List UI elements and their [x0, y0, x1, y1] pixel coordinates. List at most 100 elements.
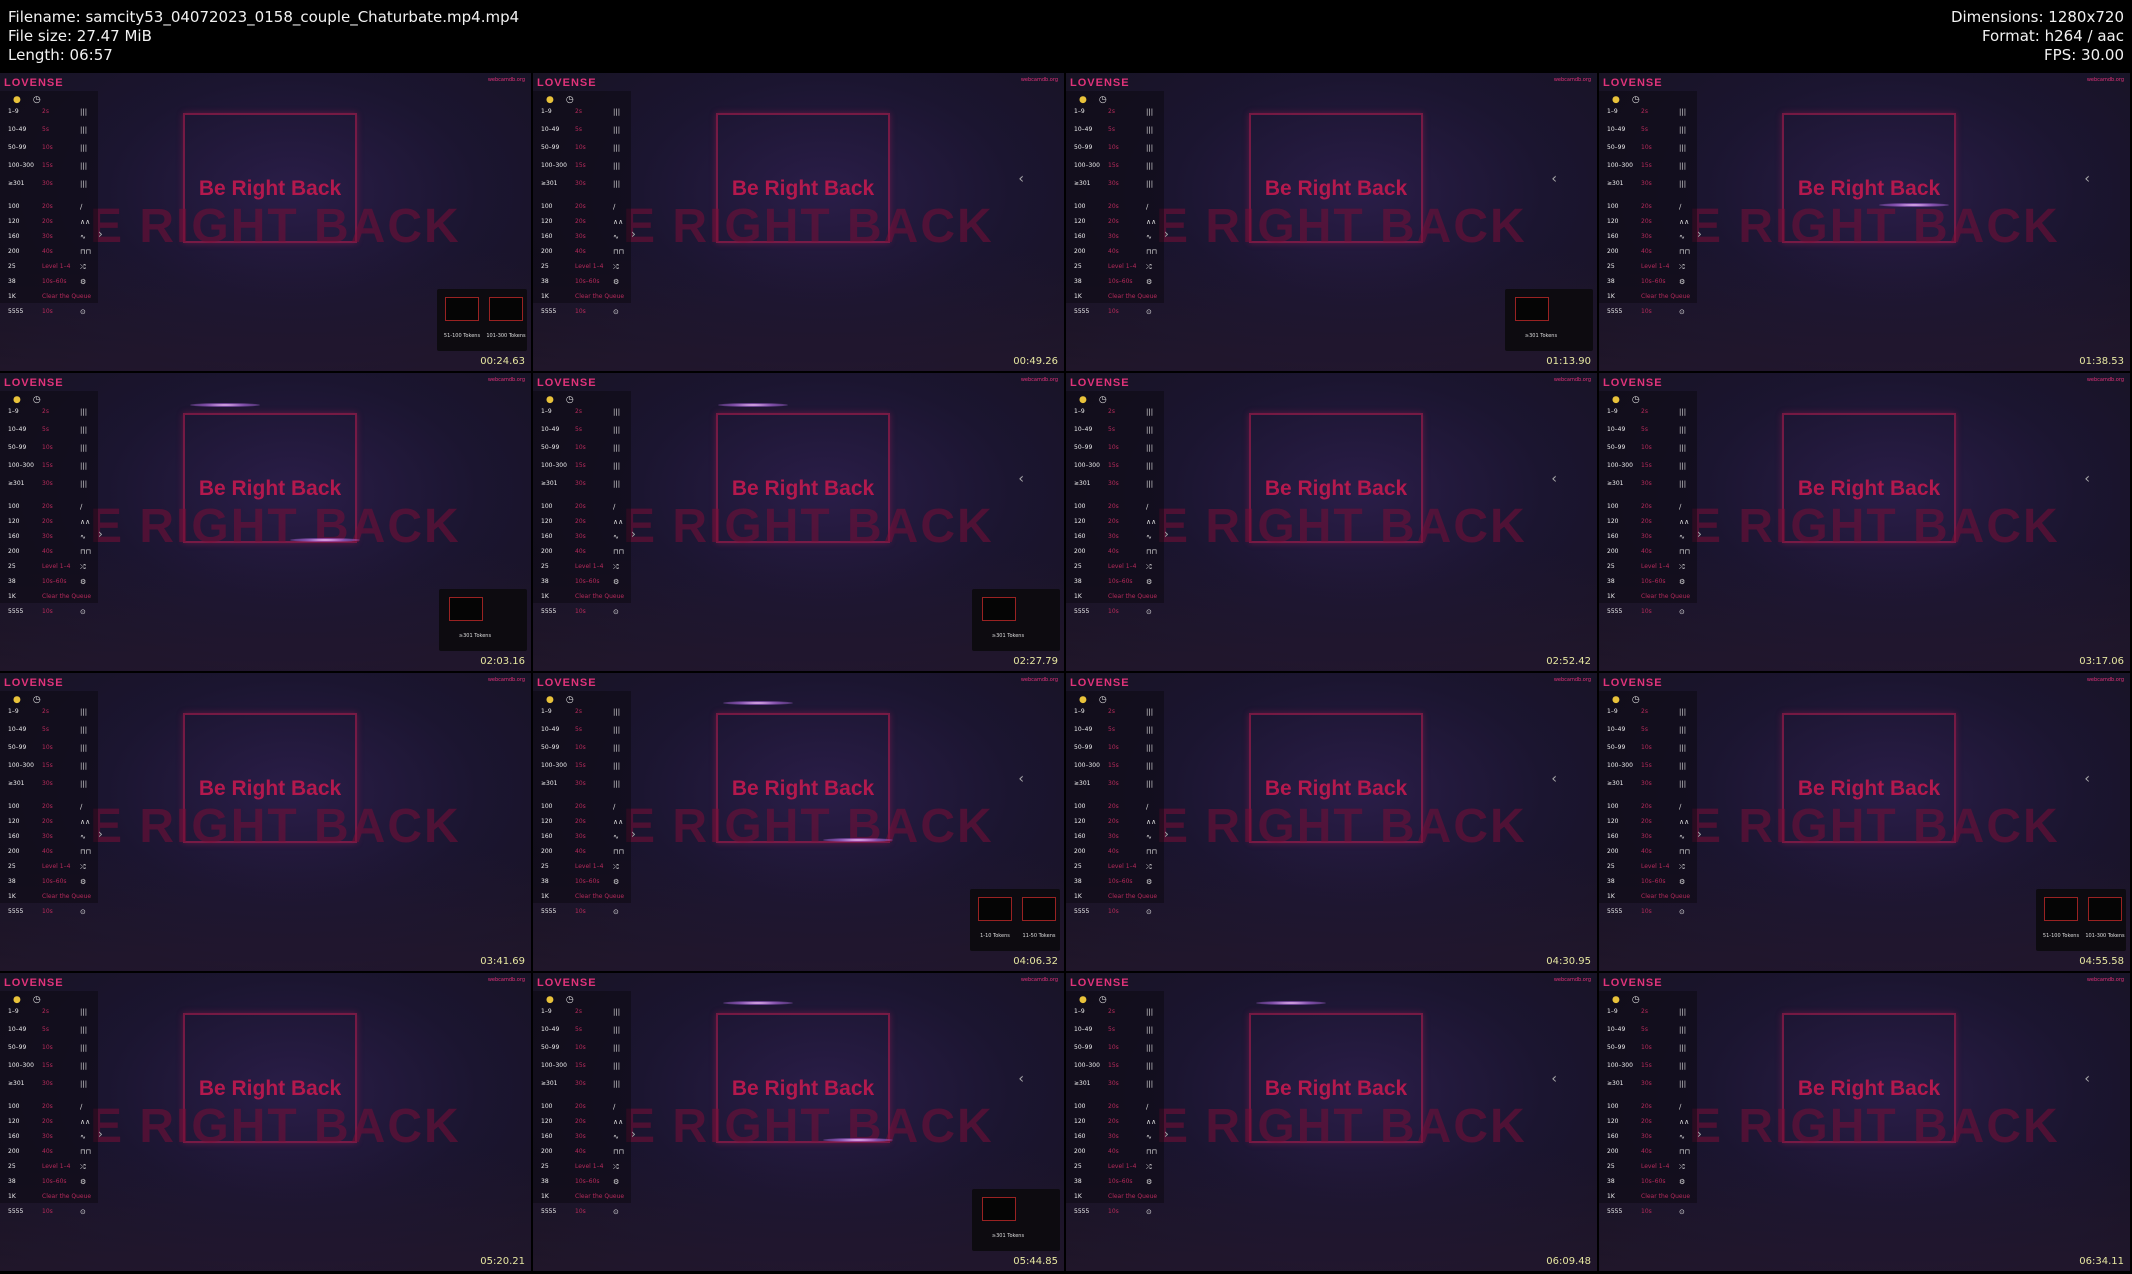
menu-row-label: 10–49 [1074, 426, 1093, 433]
pattern-icon: ⚙ [1146, 278, 1153, 286]
chevron-left-icon: ‹ [1551, 771, 1557, 787]
pattern-icon: ⤮ [613, 863, 619, 871]
menu-row-label: 100–300 [1074, 162, 1100, 169]
menu-row: 1–9 2s ||| [8, 1008, 87, 1016]
video-thumbnail[interactable]: E RIGHT BACK Be Right Back LOVENSE webcamdb… [533, 73, 1066, 373]
menu-row-label: 1K [1607, 593, 1615, 600]
chevron-right-icon: › [98, 1127, 103, 1141]
pattern-icon: ⊓⊓ [1146, 548, 1157, 556]
pattern-icon: ||| [613, 108, 621, 116]
video-thumbnail[interactable]: E RIGHT BACK Be Right Back LOVENSE webcamdb… [1066, 373, 1599, 673]
menu-row: ≥301 30s ||| [8, 1080, 87, 1088]
menu-row-value: 30s [42, 1133, 53, 1140]
pattern-icon: ||| [1679, 1008, 1687, 1016]
menu-row-value: 40s [1108, 248, 1119, 255]
site-watermark: webcamdb.org [1553, 677, 1591, 683]
clock-icon: ◷ [32, 695, 41, 705]
menu-row-value: Level 1–4 [1641, 863, 1670, 870]
brb-background-text: E RIGHT BACK [623, 500, 994, 553]
menu-row: 38 10s–60s ⚙ [541, 1178, 619, 1186]
lovense-logo: LOVENSE [4, 77, 64, 89]
tip-menu: ● ◷ 1–9 2s ||| 10–49 5s ||| 50–99 10s ||| 100–300 15… [533, 91, 631, 316]
menu-row-label: 200 [8, 1148, 20, 1155]
video-thumbnail[interactable]: E RIGHT BACK Be Right Back LOVENSE webcamdb… [0, 973, 533, 1273]
video-thumbnail[interactable]: E RIGHT BACK Be Right Back LOVENSE webcamdb… [0, 673, 533, 973]
pattern-icon: ||| [80, 126, 88, 134]
menu-row-label: 5555 [1074, 908, 1090, 915]
menu-row: 1–9 2s ||| [1074, 1008, 1153, 1016]
site-watermark: webcamdb.org [2086, 977, 2124, 983]
menu-row-value: 10s–60s [42, 278, 67, 285]
pattern-icon: ⊙ [80, 1208, 86, 1216]
lovense-logo: LOVENSE [4, 377, 64, 389]
video-thumbnail[interactable]: E RIGHT BACK Be Right Back LOVENSE webcamdb… [0, 373, 533, 673]
menu-row: 50–99 10s ||| [8, 1044, 87, 1052]
menu-row-value: 10s [42, 744, 53, 751]
pattern-icon: ⤮ [613, 263, 619, 271]
menu-row-label: 1–9 [1074, 108, 1085, 115]
video-thumbnail[interactable]: E RIGHT BACK Be Right Back LOVENSE webcamdb… [1599, 373, 2132, 673]
menu-row-label: 160 [1607, 533, 1619, 540]
menu-row-label: 100 [1074, 203, 1086, 210]
menu-row-label: 1–9 [541, 408, 552, 415]
menu-row-value: 40s [1108, 1148, 1119, 1155]
site-watermark: webcamdb.org [1553, 77, 1591, 83]
menu-row-value: 20s [42, 203, 53, 210]
menu-row: 50–99 10s ||| [541, 444, 620, 452]
menu-row-label: 10–49 [1074, 726, 1093, 733]
menu-row-value: 5s [1641, 1026, 1648, 1033]
video-thumbnail[interactable]: E RIGHT BACK Be Right Back LOVENSE webcamdb… [1066, 673, 1599, 973]
menu-row-label: 120 [1074, 218, 1086, 225]
menu-row: 120 20s ∧∧ [1607, 518, 1689, 526]
menu-row: 38 10s–60s ⚙ [1074, 1178, 1152, 1186]
timestamp: 02:03.16 [480, 656, 525, 667]
clock-icon: ◷ [32, 995, 41, 1005]
menu-row: 25 Level 1–4 ⤮ [8, 563, 86, 571]
pattern-icon: ∿ [613, 1133, 619, 1141]
coin-icon: ● ◷ [1079, 995, 1107, 1005]
pattern-icon: ||| [80, 408, 88, 416]
pattern-icon: ||| [80, 1044, 88, 1052]
menu-row-label: 200 [541, 848, 553, 855]
video-thumbnail[interactable]: E RIGHT BACK Be Right Back LOVENSE webcamdb… [1599, 973, 2132, 1273]
menu-row: 10–49 5s ||| [541, 126, 620, 134]
pattern-icon: ⚙ [80, 1178, 87, 1186]
video-thumbnail[interactable]: E RIGHT BACK Be Right Back LOVENSE webcamdb… [0, 73, 533, 373]
pattern-icon: ∕ [613, 503, 616, 511]
tip-menu: ● ◷ 1–9 2s ||| 10–49 5s ||| 50–99 10s ||| 100–300 15… [1599, 91, 1697, 316]
coin-icon: ● ◷ [546, 395, 574, 405]
video-thumbnail[interactable]: E RIGHT BACK Be Right Back LOVENSE webcamdb… [1599, 673, 2132, 973]
timestamp: 00:24.63 [480, 356, 525, 367]
menu-row-value: 20s [575, 503, 586, 510]
menu-row-label: 5555 [8, 1208, 24, 1215]
menu-row-label: 160 [8, 233, 20, 240]
coin-icon: ● ◷ [13, 995, 41, 1005]
menu-row-value: 30s [1108, 1133, 1119, 1140]
menu-row-value: 30s [42, 480, 53, 487]
menu-row-label: 100 [541, 203, 553, 210]
video-thumbnail[interactable]: E RIGHT BACK Be Right Back LOVENSE webcamdb… [533, 373, 1066, 673]
clock-icon: ◷ [1631, 695, 1640, 705]
menu-row-label: 50–99 [1074, 1044, 1093, 1051]
menu-row-value: 20s [575, 1118, 586, 1125]
menu-row-value: 40s [575, 1148, 586, 1155]
brb-title: Be Right Back [1264, 777, 1408, 800]
video-thumbnail[interactable]: E RIGHT BACK Be Right Back LOVENSE webcamdb… [1066, 973, 1599, 1273]
video-thumbnail[interactable]: E RIGHT BACK Be Right Back LOVENSE webcamdb… [533, 973, 1066, 1273]
menu-row-label: 100 [1607, 1103, 1619, 1110]
video-thumbnail[interactable]: E RIGHT BACK Be Right Back LOVENSE webcamdb… [533, 673, 1066, 973]
chevron-left-icon: ‹ [2084, 1071, 2090, 1087]
menu-row-value: 20s [1641, 203, 1652, 210]
light-flare [823, 1138, 893, 1142]
pattern-icon: ||| [1679, 1080, 1687, 1088]
menu-row: ≥301 30s ||| [8, 480, 87, 488]
pattern-icon: ⚙ [1679, 578, 1686, 586]
video-thumbnail[interactable]: E RIGHT BACK Be Right Back LOVENSE webcamdb… [1599, 73, 2132, 373]
pattern-icon: ||| [1679, 1026, 1687, 1034]
menu-row-label: 10–49 [1607, 726, 1626, 733]
menu-row: 5555 10s ⊙ [541, 1208, 619, 1216]
menu-row-value: Level 1–4 [1641, 263, 1670, 270]
video-thumbnail[interactable]: E RIGHT BACK Be Right Back LOVENSE webcamdb… [1066, 73, 1599, 373]
tip-menu: ● ◷ 1–9 2s ||| 10–49 5s ||| 50–99 10s ||| 100–300 15… [0, 391, 98, 616]
menu-row: 1K Clear the Queue [1607, 293, 1690, 300]
